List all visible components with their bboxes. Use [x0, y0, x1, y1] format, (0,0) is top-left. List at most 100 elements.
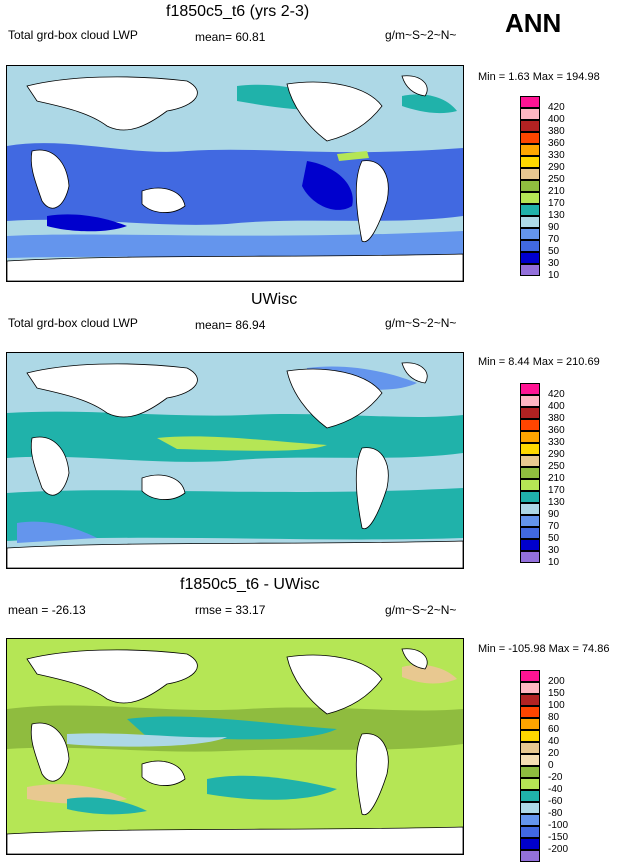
colorbar-label: -100: [548, 820, 569, 831]
panel-3-mean: mean = -26.13: [8, 603, 86, 617]
colorbar-label: 130: [548, 497, 565, 508]
colorbar-label: 0: [548, 760, 554, 771]
colorbar-swatch: [520, 228, 540, 240]
colorbar-label: 290: [548, 162, 565, 173]
panel-1-mean: mean= 60.81: [195, 30, 266, 44]
colorbar-swatch: [520, 754, 540, 766]
panel-2-title: UWisc: [251, 291, 298, 308]
colorbar-label: -80: [548, 808, 563, 819]
panel-1-units: g/m~S~2~N~: [385, 28, 457, 42]
colorbar-label: 40: [548, 736, 560, 747]
panel-3-title: f1850c5_t6 - UWisc: [180, 576, 320, 593]
panel-3-rmse: rmse = 33.17: [195, 603, 266, 617]
colorbar-label: 360: [548, 425, 565, 436]
panel-1-minmax: Min = 1.63 Max = 194.98: [478, 71, 600, 83]
panel-3-minmax: Min = -105.98 Max = 74.86: [478, 643, 610, 655]
colorbar-swatch: [520, 850, 540, 862]
colorbar-label: 70: [548, 521, 560, 532]
colorbar-swatch: [520, 144, 540, 156]
colorbar-label: 50: [548, 246, 560, 257]
colorbar-swatch: [520, 216, 540, 228]
colorbar-label: -60: [548, 796, 563, 807]
colorbar-swatch: [520, 778, 540, 790]
colorbar-label: 60: [548, 724, 560, 735]
panel-1-title: f1850c5_t6 (yrs 2-3): [166, 3, 310, 20]
colorbar-swatch: [520, 814, 540, 826]
colorbar-swatch: [520, 527, 540, 539]
colorbar-label: 100: [548, 700, 565, 711]
colorbar-label: 420: [548, 389, 565, 400]
colorbar-label: 10: [548, 270, 560, 281]
colorbar-swatch: [520, 156, 540, 168]
panel-1-variable-label: Total grd-box cloud LWP: [8, 28, 138, 42]
colorbar-swatch: [520, 455, 540, 467]
panel-1-map: [6, 65, 464, 282]
panel-1-map-svg: [7, 66, 463, 281]
colorbar-label: 400: [548, 401, 565, 412]
colorbar-swatch: [520, 838, 540, 850]
colorbar-swatch: [520, 96, 540, 108]
colorbar-swatch: [520, 443, 540, 455]
colorbar-label: 10: [548, 557, 560, 568]
colorbar-swatch: [520, 682, 540, 694]
colorbar-label: 150: [548, 688, 565, 699]
colorbar-label: 30: [548, 545, 560, 556]
panel-2-mean: mean= 86.94: [195, 318, 266, 332]
colorbar-label: 210: [548, 473, 565, 484]
colorbar-swatch: [520, 168, 540, 180]
colorbar-swatch: [520, 108, 540, 120]
colorbar-swatch: [520, 742, 540, 754]
colorbar-swatch: [520, 790, 540, 802]
colorbar-swatch: [520, 539, 540, 551]
colorbar-label: -200: [548, 844, 569, 855]
colorbar-label: 290: [548, 449, 565, 460]
colorbar-swatch: [520, 515, 540, 527]
colorbar-label: 20: [548, 748, 560, 759]
colorbar-label: 200: [548, 676, 565, 687]
colorbar-label: 170: [548, 485, 565, 496]
colorbar-label: 330: [548, 150, 565, 161]
colorbar-label: 420: [548, 102, 565, 113]
colorbar-swatch: [520, 431, 540, 443]
colorbar-label: 380: [548, 126, 565, 137]
colorbar-label: 30: [548, 258, 560, 269]
colorbar-label: -150: [548, 832, 569, 843]
colorbar-swatch: [520, 766, 540, 778]
colorbar-label: 330: [548, 437, 565, 448]
colorbar-swatch: [520, 730, 540, 742]
panel-3-map-svg: [7, 639, 463, 854]
colorbar-swatch: [520, 551, 540, 563]
colorbar-swatch: [520, 718, 540, 730]
colorbar-swatch: [520, 670, 540, 682]
colorbar-label: 250: [548, 174, 565, 185]
colorbar-swatch: [520, 240, 540, 252]
colorbar-label: 90: [548, 509, 560, 520]
colorbar-swatch: [520, 132, 540, 144]
colorbar-swatch: [520, 395, 540, 407]
colorbar-swatch: [520, 192, 540, 204]
colorbar-swatch: [520, 204, 540, 216]
colorbar-label: 90: [548, 222, 560, 233]
colorbar-swatch: [520, 407, 540, 419]
panel-3-units: g/m~S~2~N~: [385, 603, 457, 617]
colorbar-swatch: [520, 383, 540, 395]
panel-2-variable-label: Total grd-box cloud LWP: [8, 316, 138, 330]
colorbar-swatch: [520, 802, 540, 814]
colorbar-swatch: [520, 180, 540, 192]
colorbar-swatch: [520, 252, 540, 264]
colorbar-label: 170: [548, 198, 565, 209]
colorbar-swatch: [520, 264, 540, 276]
colorbar-label: 250: [548, 461, 565, 472]
panel-2-map: [6, 352, 464, 569]
colorbar-swatch: [520, 706, 540, 718]
colorbar-label: -20: [548, 772, 563, 783]
colorbar-swatch: [520, 467, 540, 479]
panel-3-map: [6, 638, 464, 855]
colorbar-swatch: [520, 694, 540, 706]
colorbar-label: 70: [548, 234, 560, 245]
panel-2-map-svg: [7, 353, 463, 568]
colorbar-label: 380: [548, 413, 565, 424]
season-label: ANN: [505, 8, 562, 38]
colorbar-label: 400: [548, 114, 565, 125]
colorbar-label: -40: [548, 784, 563, 795]
